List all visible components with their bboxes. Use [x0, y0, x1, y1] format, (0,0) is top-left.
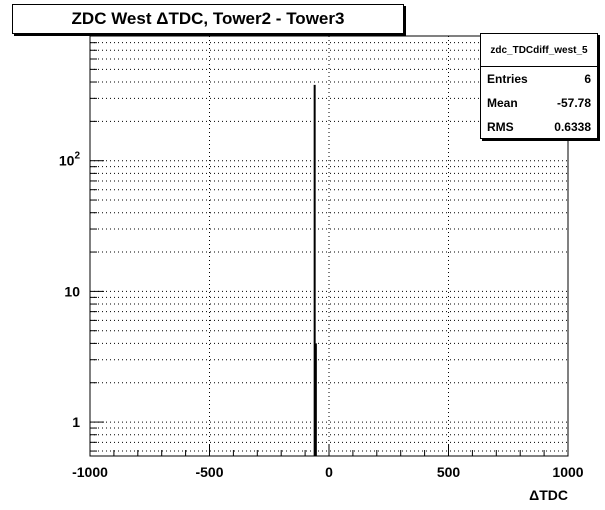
stats-entries-row: Entries 6 — [481, 67, 597, 91]
histogram-bars — [313, 84, 317, 456]
y-tick-label: 10 — [64, 283, 80, 299]
y-tick-label: 102 — [59, 151, 81, 169]
axes — [89, 35, 569, 457]
stats-box: zdc_TDCdiff_west_5 Entries 6 Mean -57.78… — [480, 33, 598, 139]
stats-rms-value: 0.6338 — [554, 120, 591, 134]
chart-title-text: ZDC West ΔTDC, Tower2 - Tower3 — [71, 9, 345, 28]
stats-mean-value: -57.78 — [556, 96, 591, 110]
x-tick-label: 1000 — [552, 464, 583, 480]
x-tick-label: 500 — [437, 464, 461, 480]
chart-title: ZDC West ΔTDC, Tower2 - Tower3 — [12, 4, 404, 34]
x-axis-label: ΔTDC — [529, 487, 568, 503]
stats-mean-label: Mean — [487, 96, 518, 110]
stats-mean-row: Mean -57.78 — [481, 91, 597, 115]
stats-rms-row: RMS 0.6338 — [481, 115, 597, 139]
stats-entries-label: Entries — [487, 72, 528, 86]
y-tick-label: 1 — [72, 414, 80, 430]
stats-histogram-name: zdc_TDCdiff_west_5 — [481, 34, 597, 67]
x-tick-label: -500 — [195, 464, 223, 480]
stats-rms-label: RMS — [487, 120, 514, 134]
stats-entries-value: 6 — [584, 72, 591, 86]
tick-labels: -1000 -500 0 500 1000 1 10 102 — [59, 151, 584, 480]
x-tick-label: 0 — [325, 464, 333, 480]
x-tick-label: -1000 — [72, 464, 108, 480]
